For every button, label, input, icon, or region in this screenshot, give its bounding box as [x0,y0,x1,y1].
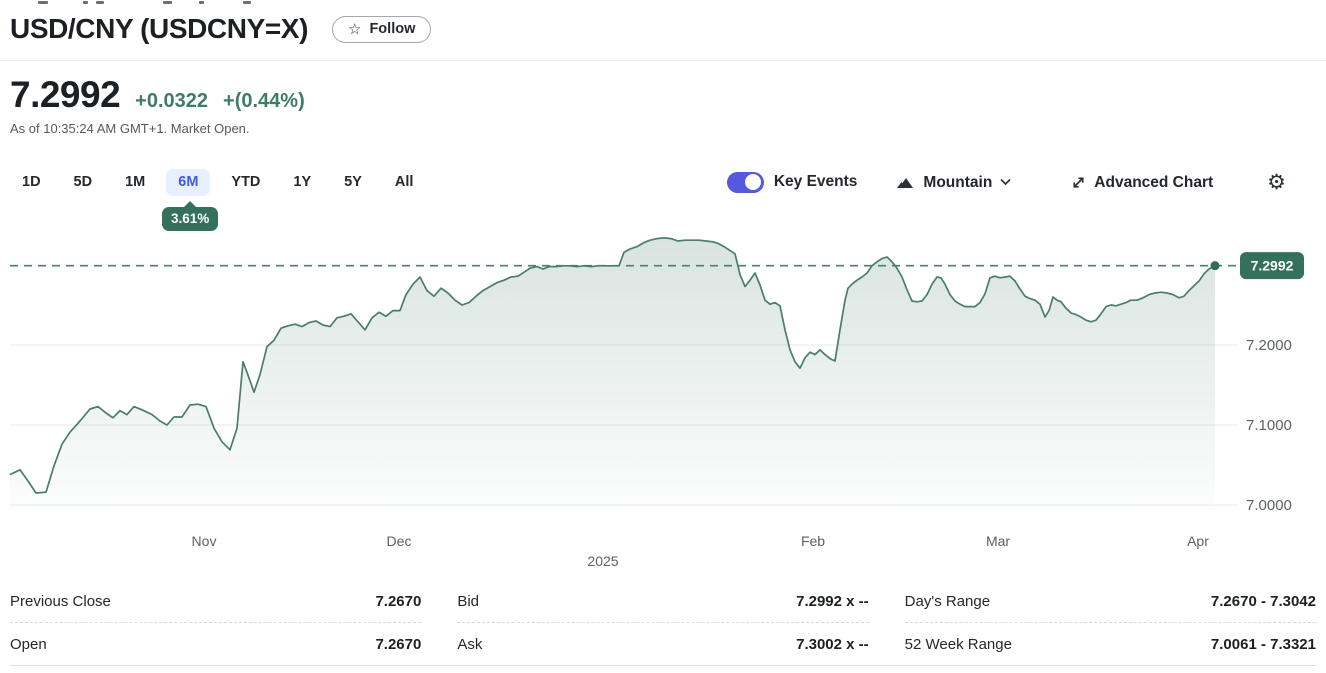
toggle-knob [745,174,762,191]
follow-button-label: Follow [369,20,416,37]
range-tab-5d[interactable]: 5D [62,169,105,196]
y-axis-label: 7.2000 [1246,337,1292,354]
current-price-badge [1240,252,1304,280]
range-tab-1m[interactable]: 1M [113,169,157,196]
stat-row-days-range: Day's Range 7.2670 - 7.3042 [904,580,1316,623]
stat-column-1: Previous Close 7.2670 Open 7.2670 [10,580,422,665]
key-events-label: Key Events [773,173,858,191]
range-performance-value: 3.61% [171,211,210,226]
stat-label: 52 Week Range [904,635,1012,653]
advanced-chart-button[interactable]: Advanced Chart [1071,173,1214,191]
price-row: 7.2992 +0.0322 +(0.44%) [10,74,305,116]
key-events-toggle[interactable] [726,171,764,193]
range-performance-tooltip: 3.61% [162,201,219,231]
stat-row-previous-close: Previous Close 7.2670 [10,580,422,623]
price-line [9,236,1216,494]
range-tab-6m[interactable]: 6M [166,169,211,196]
range-tabs: 1D 5D 1M 6M YTD 1Y 5Y All [10,169,425,196]
chart-options: Key Events Mountain Advanced Chart [726,169,1286,194]
range-tab-all[interactable]: All [383,169,426,196]
follow-button[interactable]: ☆ Follow [332,15,432,43]
range-tab-5y[interactable]: 5Y [332,169,374,196]
stat-label: Open [10,635,47,653]
x-axis-label: Apr [1187,533,1209,549]
stat-row-bid: Bid 7.2992 x -- [457,580,869,623]
stat-column-2: Bid 7.2992 x -- Ask 7.3002 x -- [457,580,869,665]
price-chart[interactable]: 7.2000 7.1000 7.0000 7.2992 Nov Dec 2025 Feb Mar… [0,230,1326,575]
stat-value: 7.0061 - 7.3321 [1210,635,1316,653]
stat-value: 7.3002 x -- [796,635,869,653]
cropped-text-remnant [0,0,500,6]
range-tab-1y[interactable]: 1Y [281,169,323,196]
stat-column-3: Day's Range 7.2670 - 7.3042 52 Week Rang… [904,580,1316,665]
mountain-icon [897,178,914,189]
quote-statistics-table: Previous Close 7.2670 Open 7.2670 Bid 7.… [10,580,1316,666]
x-axis-label: Feb [801,533,825,549]
star-icon: ☆ [348,19,362,38]
chart-type-label: Mountain [923,173,993,191]
stat-label: Bid [457,592,480,610]
stat-row-ask: Ask 7.3002 x -- [457,623,868,665]
stat-row-52-week-range: 52 Week Range 7.0061 - 7.3321 [905,623,1316,665]
expand-diagonal-icon [1073,177,1084,188]
title-row: USD/CNY (USDCNY=X) ☆ Follow [10,13,432,45]
tooltip-arrow [183,201,198,208]
chart-type-selector[interactable]: Mountain [897,173,1011,191]
chevron-down-icon [1000,179,1011,186]
advanced-chart-label: Advanced Chart [1094,173,1214,191]
stat-value: 7.2670 - 7.3042 [1210,592,1316,610]
chart-settings-button[interactable]: ⚙ [1267,169,1286,194]
range-tab-1d[interactable]: 1D [10,169,53,196]
last-price-dot [1210,261,1220,271]
y-axis-label: 7.1000 [1246,417,1292,434]
x-axis-label: 2025 [587,553,618,569]
current-price: 7.2992 [10,74,121,115]
stat-label: Day's Range [904,592,991,610]
stat-value: 7.2670 [375,635,422,653]
x-axis-label: Nov [192,533,217,549]
as-of-timestamp: As of 10:35:24 AM GMT+1. Market Open. [10,121,250,136]
current-price-badge-label: 7.2992 [1251,258,1294,274]
x-axis-label: Dec [387,533,412,549]
chart-controls-row: 1D 5D 1M 6M YTD 1Y 5Y All Key Events Mou… [10,169,1286,196]
area-fill [10,237,1215,511]
gear-icon: ⚙ [1267,169,1286,194]
price-change-percent: +(0.44%) [223,90,305,112]
x-axis-label: Mar [986,533,1010,549]
stat-value: 7.2670 [375,592,422,610]
stat-label: Previous Close [10,592,111,610]
stat-value: 7.2992 x -- [796,592,869,610]
y-axis-label: 7.0000 [1246,497,1292,514]
price-change: +0.0322 [135,90,209,112]
stat-label: Ask [457,635,483,653]
stat-row-open: Open 7.2670 [10,623,421,665]
header-divider [0,60,1326,61]
page-title: USD/CNY (USDCNY=X) [10,13,308,44]
range-tab-ytd[interactable]: YTD [219,169,272,196]
